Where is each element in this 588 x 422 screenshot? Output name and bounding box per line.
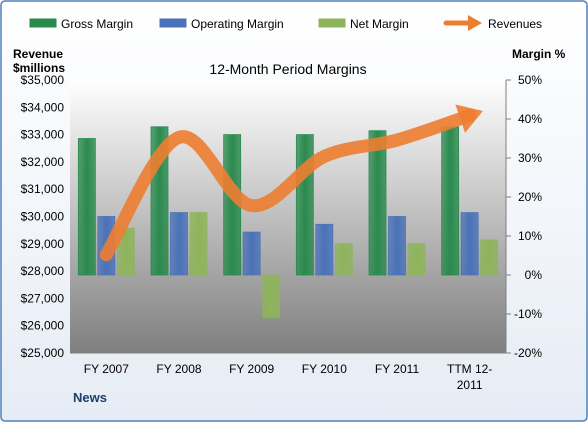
- y-left-tick-label: $31,000: [21, 182, 65, 196]
- bar-operating-margin: [460, 212, 479, 276]
- y-left-axis-title: Revenue: [13, 47, 63, 61]
- bar-net-margin: [189, 212, 208, 276]
- legend-swatch: [159, 18, 187, 28]
- bar-net-margin: [334, 243, 353, 276]
- y-right-tick-label: 10%: [518, 229, 542, 243]
- x-tick-label: FY 2008: [156, 362, 201, 376]
- y-left-tick-label: $28,000: [21, 264, 65, 278]
- bar-operating-margin: [170, 212, 188, 276]
- bar-gross-margin: [77, 138, 96, 276]
- chart-title: 12-Month Period Margins: [209, 61, 366, 77]
- x-tick-label: FY 2011: [375, 362, 420, 376]
- legend-arrow-head: [468, 15, 482, 31]
- x-tick-label: FY 2010: [302, 362, 347, 376]
- x-tick-label: FY 2007: [84, 362, 129, 376]
- y-right-tick-label: -20%: [514, 346, 542, 360]
- bar-gross-margin: [368, 130, 387, 276]
- y-right-tick-label: -10%: [514, 307, 542, 321]
- legend-swatch: [29, 18, 57, 28]
- y-right-tick-label: 20%: [518, 190, 542, 204]
- legend-label: Net Margin: [350, 17, 409, 31]
- y-left-tick-label: $35,000: [21, 73, 65, 87]
- y-right-tick-label: 40%: [518, 112, 542, 126]
- footer-label: News: [73, 390, 107, 405]
- bar-operating-margin: [388, 216, 406, 276]
- bar-gross-margin: [295, 134, 314, 276]
- y-left-tick-label: $30,000: [21, 210, 65, 224]
- y-left-tick-label: $25,000: [21, 346, 65, 360]
- legend-label: Operating Margin: [191, 17, 284, 31]
- y-left-tick-label: $33,000: [21, 128, 65, 142]
- y-right-tick-label: 30%: [518, 151, 542, 165]
- y-right-tick-label: 0%: [525, 268, 543, 282]
- revenue-arrowhead: [455, 104, 483, 133]
- legend-label: Revenues: [488, 17, 542, 31]
- revenue-line: [99, 108, 477, 262]
- bar-net-margin: [480, 239, 499, 276]
- x-tick-label: 2011: [457, 378, 483, 392]
- x-tick-label: TTM 12-: [447, 362, 492, 376]
- bar-operating-margin: [315, 223, 334, 276]
- bar-gross-margin: [441, 126, 460, 276]
- bar-net-margin: [262, 274, 281, 319]
- y-right-tick-label: 50%: [518, 73, 542, 87]
- y-left-tick-label: $26,000: [21, 319, 65, 333]
- bar-net-margin: [407, 243, 426, 276]
- y-left-axis-title: $millions: [13, 61, 65, 75]
- legend-label: Gross Margin: [61, 17, 133, 31]
- bar-operating-margin: [242, 231, 261, 276]
- x-tick-label: FY 2009: [229, 362, 274, 376]
- y-right-axis-title: Margin %: [512, 47, 566, 61]
- legend-swatch: [318, 18, 346, 28]
- y-left-tick-label: $29,000: [21, 237, 65, 251]
- y-left-tick-label: $32,000: [21, 155, 65, 169]
- y-left-tick-label: $34,000: [21, 100, 65, 114]
- y-left-tick-label: $27,000: [21, 291, 65, 305]
